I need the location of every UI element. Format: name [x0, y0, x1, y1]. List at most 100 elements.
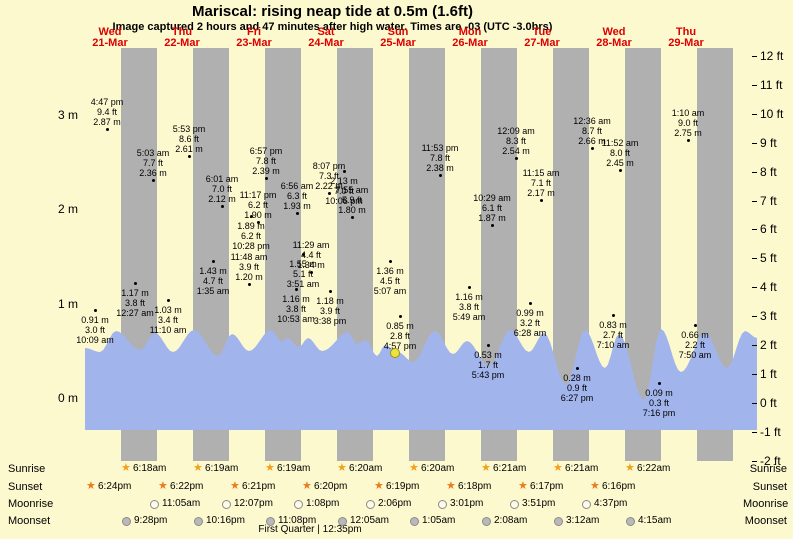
sunrise-time: 6:20am	[349, 463, 383, 474]
sunrise-time: 6:20am	[421, 463, 455, 474]
tide-extreme-line: 2.54 m	[502, 146, 530, 156]
sunrise-time: 6:18am	[133, 463, 167, 474]
tide-extreme-line: 1.43 m	[199, 266, 227, 276]
tide-extreme-label: 5:53 pm 8.6 ft 2.61 m	[157, 124, 221, 154]
axis-tick	[752, 171, 757, 173]
moonrise-icon	[222, 500, 231, 509]
tide-extreme-line: 1.16 m	[282, 294, 310, 304]
tide-extreme-dot	[265, 177, 268, 180]
tide-extreme-line: 5:49 am	[452, 312, 486, 322]
tide-extreme-line: 1.17 m	[121, 288, 149, 298]
y-axis-label-ft: 9 ft	[760, 135, 777, 150]
tide-extreme-line: 11:48 am	[230, 252, 268, 262]
y-axis-label-ft: 10 ft	[760, 106, 784, 121]
sunset-row-label-right: Sunset	[752, 481, 787, 493]
tide-extreme-line: 1.36 m	[376, 266, 404, 276]
tide-extreme-dot	[439, 174, 442, 177]
sunset-time: 6:21pm	[242, 481, 276, 492]
tide-extreme-label: 1:10 am 9.0 ft 2.75 m	[656, 108, 720, 138]
tide-extreme-line: 6.2 ft	[240, 231, 261, 241]
moonrise-time: 2:06pm	[378, 498, 412, 509]
moonset-icon	[482, 517, 491, 526]
tide-extreme-line: 6.1 ft	[481, 203, 502, 213]
tide-extreme-line: 3:51 am	[286, 279, 320, 289]
tide-extreme-label: 0.53 m 1.7 ft 5:43 pm	[456, 350, 520, 380]
moonset-icon	[410, 517, 419, 526]
tide-extreme-line: 11:15 am	[522, 168, 560, 178]
tide-extreme-line: 2.39 m	[252, 166, 280, 176]
sunset-icon: ★	[230, 480, 240, 492]
tide-extreme-line: 2.8 ft	[389, 331, 410, 341]
tide-extreme-label: 0.91 m 3.0 ft 10:09 am	[63, 315, 127, 345]
y-axis-label-ft: 5 ft	[760, 251, 777, 266]
tide-extreme-line: 2.38 m	[426, 163, 454, 173]
tide-extreme-line: 7.0 ft	[211, 184, 232, 194]
y-axis-label-ft: 2 ft	[760, 338, 777, 352]
tide-extreme-line: 4.7 ft	[202, 276, 223, 286]
tide-extreme-label: 4:47 pm 9.4 ft 2.87 m	[75, 97, 139, 127]
tide-extreme-line: 3:38 pm	[313, 316, 347, 326]
tide-extreme-label: 6:56 am 6.3 ft 1.93 m	[265, 181, 329, 211]
y-axis-label-m: 3 m	[57, 108, 78, 122]
sunset-time: 6:18pm	[458, 481, 492, 492]
tide-extreme-line: 0.3 ft	[648, 398, 669, 408]
tide-extreme-label: 10:29 am 6.1 ft 1.87 m	[460, 193, 524, 223]
moonset-icon	[554, 517, 563, 526]
y-axis-label-m: 1 m	[57, 296, 78, 311]
tide-extreme-line: 7:50 am	[678, 350, 712, 360]
current-tide-marker	[390, 348, 400, 358]
tide-extreme-line: 2.36 m	[139, 168, 167, 178]
tide-extreme-line: 2.22 m	[315, 181, 343, 191]
tide-extreme-line: 11:17 pm	[239, 190, 277, 200]
tide-extreme-label: 1.18 m 3.9 ft 3:38 pm	[298, 296, 362, 326]
tide-extreme-line: 11:29 am	[292, 240, 330, 250]
tide-extreme-line: 1.55 m	[289, 259, 317, 269]
moonset-time: 1:05am	[422, 515, 456, 526]
tide-extreme-dot	[343, 170, 346, 173]
tide-extreme-line: 3.9 ft	[319, 306, 340, 316]
chart-title: Mariscal: rising neap tide at 0.5m (1.6f…	[192, 3, 473, 20]
axis-tick	[752, 113, 757, 115]
sunset-time: 6:17pm	[530, 481, 564, 492]
tide-extreme-line: 2.12 m	[208, 194, 236, 204]
tide-extreme-line: 5:43 pm	[471, 370, 505, 380]
tide-extreme-line: 5:53 pm	[172, 124, 206, 134]
moonrise-icon	[438, 500, 447, 509]
day-label: Sun 25-Mar	[380, 26, 416, 49]
tide-extreme-line: 2.87 m	[93, 117, 121, 127]
tide-extreme-line: 2.7 ft	[602, 330, 623, 340]
y-axis-label-ft: 11 ft	[760, 77, 783, 92]
moonrise-icon	[582, 500, 591, 509]
axis-tick	[752, 287, 757, 289]
tide-extreme-line: 7.8 ft	[255, 156, 276, 166]
tide-extreme-dot	[515, 157, 518, 160]
tide-extreme-line: 7.0 ft	[333, 186, 354, 196]
tide-extreme-line: 1.20 m	[235, 272, 263, 282]
moonset-time: 3:12am	[566, 515, 600, 526]
tide-extreme-line: 1.03 m	[154, 305, 182, 315]
moonrise-icon	[510, 500, 519, 509]
sunset-time: 6:24pm	[98, 481, 132, 492]
axis-tick	[752, 56, 757, 57]
day-label: Sat 24-Mar	[308, 26, 344, 49]
tide-extreme-dot	[658, 382, 661, 385]
tide-extreme-label: 8:07 pm 7.3 ft 2.22 m	[297, 161, 361, 191]
tide-extreme-line: 3.0 ft	[84, 325, 105, 335]
tide-extreme-line: 2.45 m	[606, 158, 634, 168]
tide-extreme-line: 5:07 am	[373, 286, 407, 296]
tide-extreme-label: 1.55 m 5.1 ft 3:51 am	[271, 259, 335, 289]
tide-extreme-line: 0.28 m	[563, 373, 591, 383]
tide-extreme-dot	[329, 290, 332, 293]
y-axis-label-ft: -1 ft	[760, 424, 781, 439]
axis-tick	[752, 258, 757, 260]
moonrise-time: 11:05am	[162, 498, 201, 509]
moonrise-icon	[366, 500, 375, 509]
tide-extreme-line: 5.9 ft	[341, 195, 362, 205]
tide-extreme-line: 1.89 m	[237, 221, 265, 231]
tide-extreme-dot	[106, 128, 109, 131]
tide-extreme-line: 8.7 ft	[581, 126, 602, 136]
y-axis-label-ft: 8 ft	[760, 164, 777, 179]
sunrise-time: 6:22am	[637, 463, 671, 474]
sunset-icon: ★	[374, 480, 384, 492]
tide-extreme-line: 9.0 ft	[677, 118, 698, 128]
